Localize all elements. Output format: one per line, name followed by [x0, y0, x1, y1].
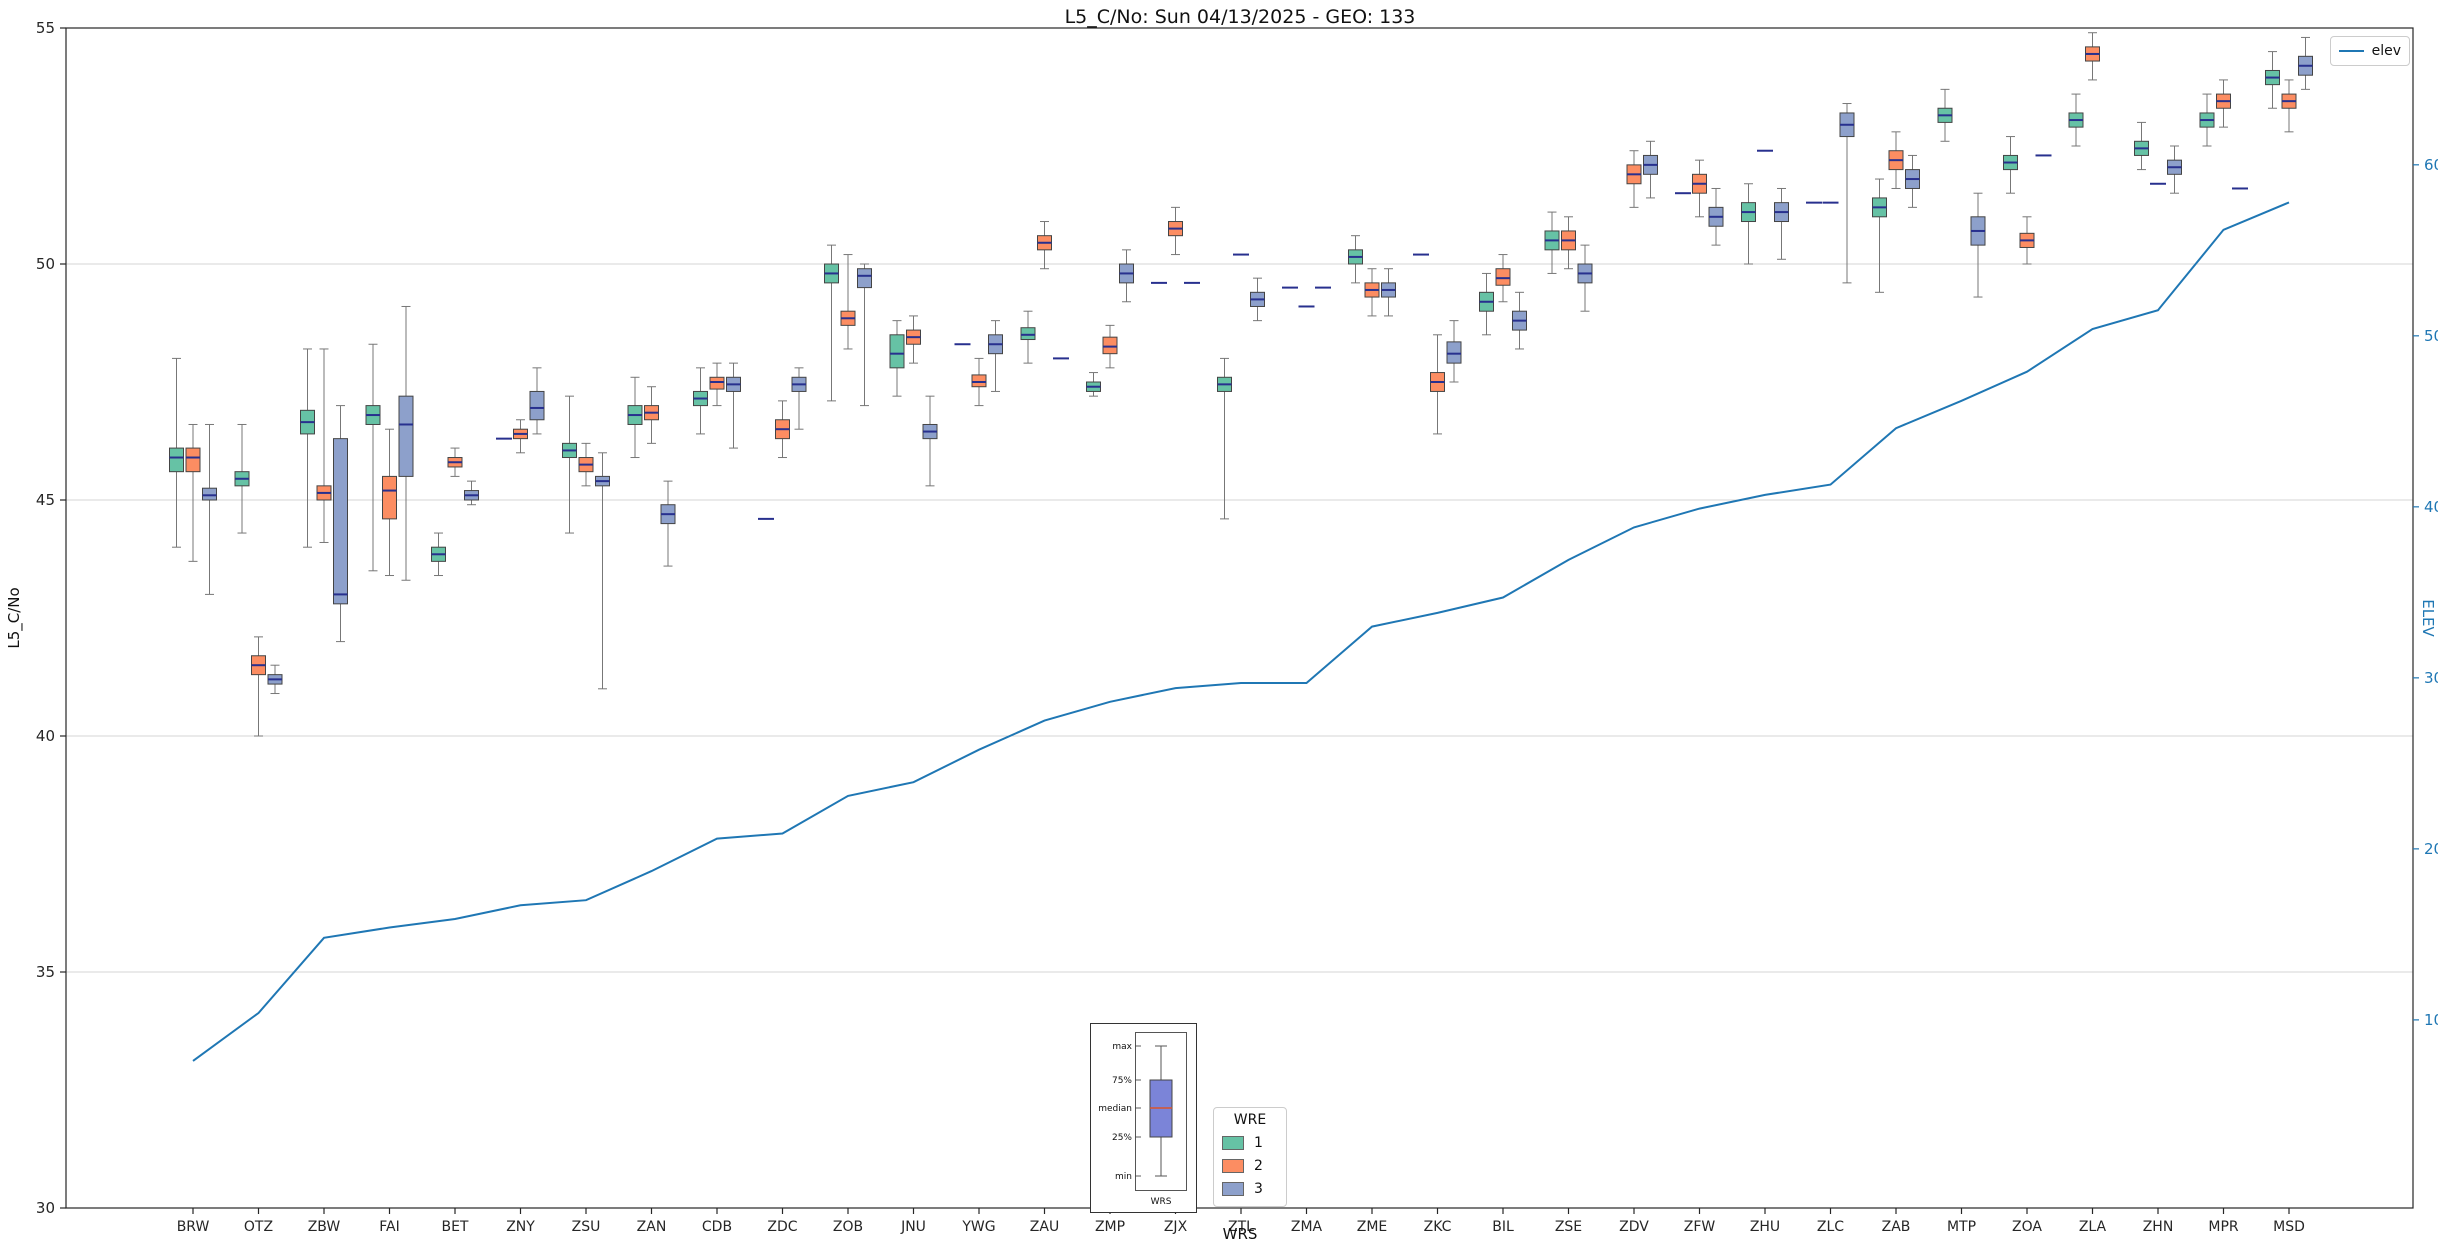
legend-row: 3 [1222, 1177, 1278, 1200]
inset-label: 25% [1112, 1133, 1132, 1143]
x-tick-label: MPR [2208, 1219, 2239, 1235]
y-tick-label: 35 [36, 963, 55, 981]
x-tick-label: ZDC [767, 1219, 797, 1235]
x-tick-label: FAI [379, 1219, 399, 1235]
box [398, 395, 414, 477]
x-tick-label: MTP [1947, 1219, 1976, 1235]
box [382, 475, 397, 520]
box [1102, 336, 1118, 355]
x-tick-label: ZNY [506, 1219, 535, 1235]
boxplot-key-inset: max 75% median 25% min WRS [1090, 1023, 1197, 1213]
x-tick-label: ZOA [2012, 1219, 2042, 1235]
y2-tick-label: 20 [2424, 840, 2438, 858]
y2-tick-label: 30 [2424, 669, 2438, 687]
legend-row: 2 [1222, 1154, 1278, 1177]
elev-line [192, 201, 2290, 1062]
x-tick-label: ZSU [572, 1219, 601, 1235]
x-tick-label: BET [441, 1219, 468, 1235]
y-tick-label: 50 [36, 255, 55, 273]
legend-row-label: 1 [1254, 1134, 1263, 1151]
y-tick-label: 55 [36, 19, 55, 37]
inset-label: max [1112, 1042, 1132, 1052]
legend-row-label: 2 [1254, 1157, 1263, 1174]
chart-title: L5_C/No: Sun 04/13/2025 - GEO: 133 [1064, 6, 1416, 28]
x-tick-label: ZME [1357, 1219, 1388, 1235]
inset-label: median [1098, 1104, 1132, 1114]
box [333, 438, 348, 605]
x-tick-label: YWG [961, 1219, 995, 1235]
box [1495, 268, 1511, 286]
x-tick-label: ZAN [637, 1219, 667, 1235]
boxplot-key-canvas: max 75% median 25% min WRS [1098, 1032, 1187, 1207]
x-tick-label: ZOB [833, 1219, 863, 1235]
x-tick-label: BIL [1492, 1219, 1514, 1235]
x-tick-label: OTZ [244, 1219, 273, 1235]
elev-legend-label: elev [2371, 43, 2401, 59]
box [1020, 327, 1036, 341]
y-axis-label-left: L5_C/No [5, 587, 23, 649]
elev-line-sample-icon [2339, 50, 2364, 52]
x-tick-label: ZKC [1424, 1219, 1452, 1235]
inset-label: 75% [1112, 1076, 1132, 1086]
x-tick-label: ZAU [1030, 1219, 1059, 1235]
x-tick-label: BRW [177, 1219, 210, 1235]
legend-row-label: 3 [1254, 1180, 1263, 1197]
box [889, 334, 905, 369]
box [709, 376, 725, 390]
x-axis-label: WRS [1222, 1225, 1258, 1240]
wre-legend-title: WRE [1233, 1112, 1267, 1128]
y-tick-label: 40 [36, 727, 55, 745]
y2-tick-label: 60 [2424, 156, 2438, 174]
box [1446, 341, 1462, 364]
wre-legend-rows: 1 2 3 [1222, 1131, 1278, 1200]
y-tick-label: 30 [36, 1199, 55, 1217]
x-tick-label: JNU [900, 1219, 926, 1235]
box [971, 374, 987, 388]
y2-tick-label: 50 [2424, 327, 2438, 345]
x-tick-label: ZMP [1095, 1219, 1125, 1235]
y2-tick-label: 40 [2424, 498, 2438, 516]
x-tick-label: ZLA [2079, 1219, 2107, 1235]
inset-axes-frame [1135, 1032, 1187, 1191]
y-tick-label: 45 [36, 491, 55, 509]
x-tick-label: ZHU [1750, 1219, 1780, 1235]
box [202, 487, 217, 501]
x-tick-label: CDB [702, 1219, 732, 1235]
y2-tick-label: 10 [2424, 1011, 2438, 1029]
x-tick-label: MSD [2273, 1219, 2305, 1235]
legend-swatch-icon [1222, 1135, 1244, 1150]
box [169, 447, 184, 473]
x-tick-label: ZJX [1164, 1219, 1188, 1235]
x-tick-label: ZSE [1555, 1219, 1582, 1235]
elev-legend: elev [2330, 36, 2410, 66]
box [529, 390, 545, 421]
axes-spines [65, 27, 2414, 1209]
x-tick-label: ZDV [1619, 1219, 1649, 1235]
x-tick-label: ZBW [308, 1219, 341, 1235]
x-tick-label: ZMA [1291, 1219, 1323, 1235]
y-axis-label-right: ELEV [2419, 599, 2437, 637]
legend-swatch-icon [1222, 1181, 1244, 1196]
inset-label: min [1115, 1172, 1132, 1182]
x-tick-label: ZLC [1817, 1219, 1844, 1235]
inset-xlabel: WRS [1151, 1197, 1172, 1207]
x-tick-label: ZAB [1882, 1219, 1911, 1235]
legend-swatch-icon [1222, 1158, 1244, 1173]
x-tick-label: ZHN [2143, 1219, 2174, 1235]
x-tick-label: ZFW [1684, 1219, 1716, 1235]
box [857, 268, 872, 289]
wre-legend: WRE 1 2 3 [1213, 1107, 1287, 1207]
box [185, 447, 201, 473]
x-tick-label: ZTL [1228, 1219, 1254, 1235]
legend-row: 1 [1222, 1131, 1278, 1154]
